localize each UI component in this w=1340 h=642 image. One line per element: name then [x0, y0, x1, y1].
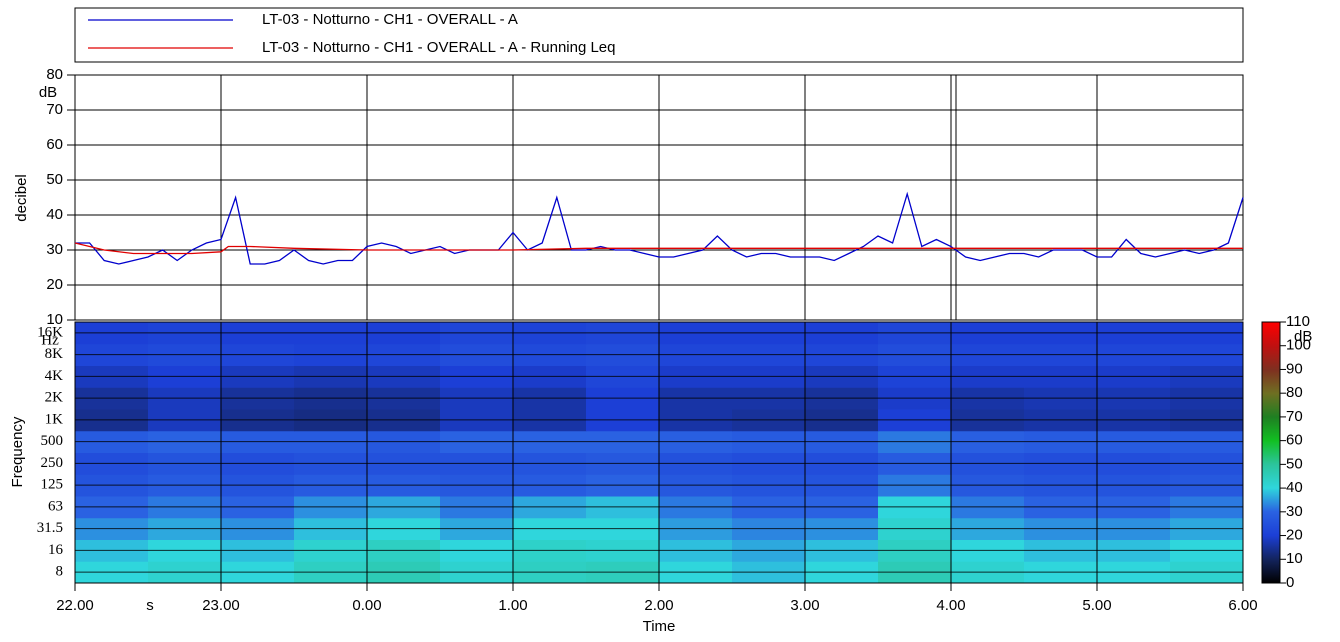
x-tick-label: 0.00	[352, 597, 381, 614]
colorbar-tick-label: 0	[1286, 574, 1294, 591]
colorbar-tick-label: 80	[1286, 384, 1303, 401]
y-unit: Hz	[41, 332, 59, 348]
colorbar-tick-label: 50	[1286, 455, 1303, 472]
colorbar-tick-label: 110	[1286, 313, 1310, 330]
colorbar-tick-label: 70	[1286, 408, 1303, 425]
y-tick-label: 16K	[37, 324, 63, 340]
legend-label: LT-03 - Notturno - CH1 - OVERALL - A	[262, 11, 518, 28]
x-unit: s	[146, 597, 154, 614]
x-tick-label: 2.00	[644, 597, 673, 614]
x-axis-label: Time	[643, 618, 676, 635]
legend-label: LT-03 - Notturno - CH1 - OVERALL - A - R…	[262, 39, 616, 56]
data-line	[74, 242, 1243, 255]
x-tick-label: 1.00	[498, 597, 527, 614]
y-axis-label: Frequency	[9, 416, 26, 487]
y-tick-label: 16	[48, 542, 64, 558]
y-tick-label: 125	[41, 477, 64, 493]
colorbar-tick-label: 10	[1286, 550, 1303, 567]
x-tick-label: 6.00	[1228, 597, 1257, 614]
y-tick-label: 1K	[45, 411, 64, 427]
y-tick-label: 500	[41, 433, 64, 449]
y-tick-label: 8	[56, 564, 64, 580]
x-tick-label: 5.00	[1082, 597, 1111, 614]
y-tick-label: 10	[46, 311, 63, 328]
y-tick-label: 30	[46, 241, 63, 258]
colorbar-tick-label: 40	[1286, 479, 1303, 496]
colorbar-tick-label: 100	[1286, 337, 1311, 354]
y-tick-label: 80	[46, 66, 63, 83]
colorbar-tick-label: 30	[1286, 503, 1303, 520]
y-tick-label: 2K	[45, 390, 64, 406]
y-tick-label: 250	[41, 455, 64, 471]
y-tick-label: 40	[46, 206, 63, 223]
x-tick-label: 23.00	[202, 597, 240, 614]
y-tick-label: 4K	[45, 368, 64, 384]
colorbar-unit: dB	[1294, 328, 1312, 345]
colorbar-tick-label: 60	[1286, 432, 1303, 449]
y-tick-label: 63	[48, 498, 63, 514]
data-line	[75, 191, 1244, 265]
colorbar	[1261, 321, 1281, 584]
y-unit: dB	[39, 84, 57, 101]
colorbar-tick-label: 90	[1286, 360, 1303, 377]
legend-box	[74, 7, 1244, 63]
y-tick-label: 31.5	[37, 520, 63, 536]
y-tick-label: 50	[46, 171, 63, 188]
y-tick-label: 70	[46, 101, 63, 118]
x-tick-label: 4.00	[936, 597, 965, 614]
y-axis-label: decibel	[13, 174, 30, 222]
y-tick-label: 8K	[45, 346, 64, 362]
colorbar-tick-label: 20	[1286, 527, 1303, 544]
x-tick-label: 3.00	[790, 597, 819, 614]
y-tick-label: 60	[46, 136, 63, 153]
x-tick-label: 22.00	[56, 597, 94, 614]
y-tick-label: 20	[46, 276, 63, 293]
